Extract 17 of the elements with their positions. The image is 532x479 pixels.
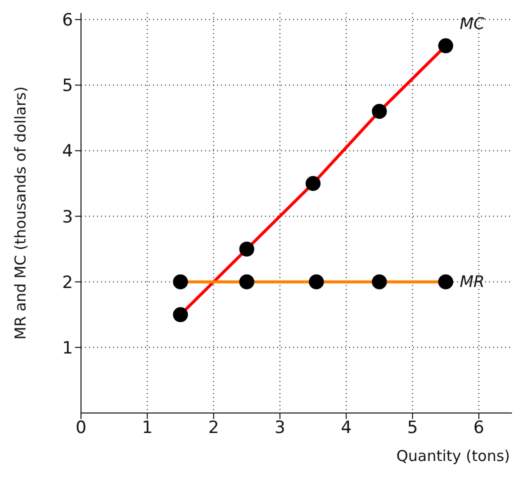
- x-tick-label: 1: [142, 418, 153, 438]
- x-tick-label: 3: [274, 418, 286, 438]
- x-tick-label: 5: [407, 418, 418, 438]
- x-axis-title: Quantity (tons): [396, 447, 510, 465]
- y-tick-label: 3: [62, 207, 73, 228]
- y-tick-label: 4: [62, 142, 73, 162]
- series-label: MR: [460, 272, 485, 291]
- y-tick-label: 6: [62, 10, 73, 31]
- series-label: MC: [460, 14, 486, 33]
- y-tick-label: 2: [62, 272, 73, 293]
- y-tick-label: 5: [62, 76, 73, 96]
- x-tick-label: 6: [473, 418, 484, 438]
- x-tick-label: 4: [340, 418, 352, 438]
- y-axis-title: MR and MC (thousands of dollars): [11, 86, 30, 340]
- x-tick-label: 2: [208, 418, 220, 438]
- y-tick-label: 1: [62, 338, 73, 358]
- x-tick-label: 0: [76, 418, 86, 438]
